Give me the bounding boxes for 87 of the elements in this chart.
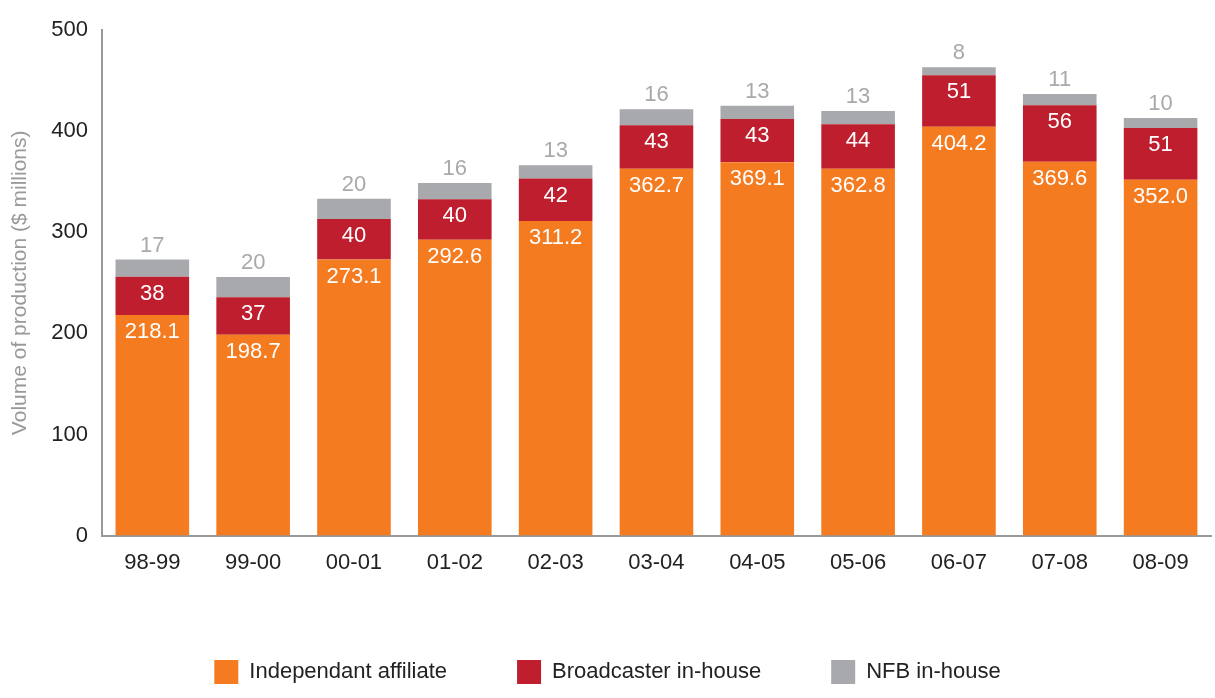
data-label: 43: [745, 121, 770, 147]
data-label: 292.6: [427, 242, 483, 268]
data-label: 51: [1148, 131, 1173, 157]
bar: [115, 259, 190, 277]
x-tick-label: 03-04: [628, 548, 685, 574]
legend-label: NFB in-house: [866, 658, 1001, 684]
data-label: 369.6: [1032, 164, 1088, 190]
data-label: 42: [543, 181, 568, 207]
data-label: 16: [644, 81, 669, 107]
y-tick-label: 400: [51, 117, 88, 143]
data-label: 10: [1148, 90, 1173, 116]
data-label: 362.8: [830, 171, 886, 197]
y-tick-label: 100: [51, 420, 88, 446]
bar: [1022, 94, 1097, 106]
bar: [922, 126, 996, 536]
legend-label: Broadcaster in-house: [552, 658, 762, 684]
data-label: 369.1: [729, 165, 785, 191]
bar: [1123, 128, 1198, 180]
bar: [216, 334, 290, 536]
data-label: 362.7: [628, 171, 684, 197]
bar: [216, 297, 290, 335]
bar: [115, 315, 190, 536]
bar: [619, 168, 694, 536]
bar: [1022, 105, 1097, 162]
bar: [922, 75, 996, 127]
bar: [317, 218, 391, 260]
data-label: 198.7: [225, 337, 281, 363]
bar: [720, 118, 795, 163]
bar: [821, 124, 895, 169]
data-label: 311.2: [528, 223, 583, 249]
bar: [518, 178, 593, 221]
x-tick-label: 00-01: [325, 548, 383, 574]
x-tick-label: 02-03: [527, 548, 584, 574]
data-label: 56: [1047, 108, 1072, 134]
data-label: 16: [442, 155, 468, 181]
bar: [518, 220, 593, 536]
bar: [619, 109, 694, 126]
x-tick-label: 06-07: [930, 548, 988, 574]
bar: [518, 165, 593, 179]
bar: [619, 125, 694, 169]
y-tick-label: 200: [51, 319, 88, 345]
data-label: 404.2: [931, 129, 987, 155]
bar: [418, 183, 492, 200]
bar: [821, 168, 895, 536]
y-tick-label: 0: [75, 521, 88, 547]
data-label: 40: [442, 202, 468, 228]
x-tick-label: 05-06: [829, 548, 887, 574]
x-tick-label: 07-08: [1031, 548, 1088, 574]
x-tick-label: 98-99: [124, 548, 181, 574]
data-label: 273.1: [326, 262, 382, 288]
bar: [317, 198, 391, 219]
data-label: 20: [240, 249, 266, 275]
data-label: 51: [946, 78, 972, 104]
bar: [1123, 117, 1198, 129]
y-axis-title: Volume of production ($ millions): [7, 130, 31, 436]
y-tick-label: 500: [51, 16, 88, 42]
bar: [418, 199, 492, 240]
x-tick-label: 01-02: [426, 548, 483, 574]
data-label: 13: [543, 137, 568, 163]
y-tick-label: 300: [51, 218, 88, 244]
data-label: 40: [341, 222, 367, 248]
bar: [720, 162, 795, 536]
bar: [317, 259, 391, 536]
data-label: 38: [140, 279, 165, 305]
data-label: 44: [845, 127, 871, 153]
legend-label: Independant affiliate: [249, 658, 448, 684]
data-label: 352.0: [1133, 182, 1189, 208]
data-label: 20: [341, 170, 367, 196]
bar: [922, 67, 996, 76]
x-tick-label: 04-05: [729, 548, 786, 574]
bar: [720, 105, 795, 119]
data-label: 37: [240, 300, 266, 326]
bar: [821, 111, 895, 125]
x-tick-label: 99-00: [225, 548, 282, 574]
data-label: 17: [140, 231, 165, 257]
bar: [1123, 179, 1198, 536]
data-label: 13: [845, 83, 871, 109]
data-label: 13: [745, 77, 770, 103]
data-label: 11: [1048, 66, 1072, 92]
bar: [115, 276, 190, 316]
bar: [1022, 161, 1097, 536]
data-label: 43: [644, 128, 669, 154]
data-label: 218.1: [124, 318, 180, 344]
bar: [418, 239, 492, 536]
bar: [216, 277, 290, 298]
data-label: 8: [952, 39, 966, 65]
x-tick-label: 08-09: [1132, 548, 1189, 574]
